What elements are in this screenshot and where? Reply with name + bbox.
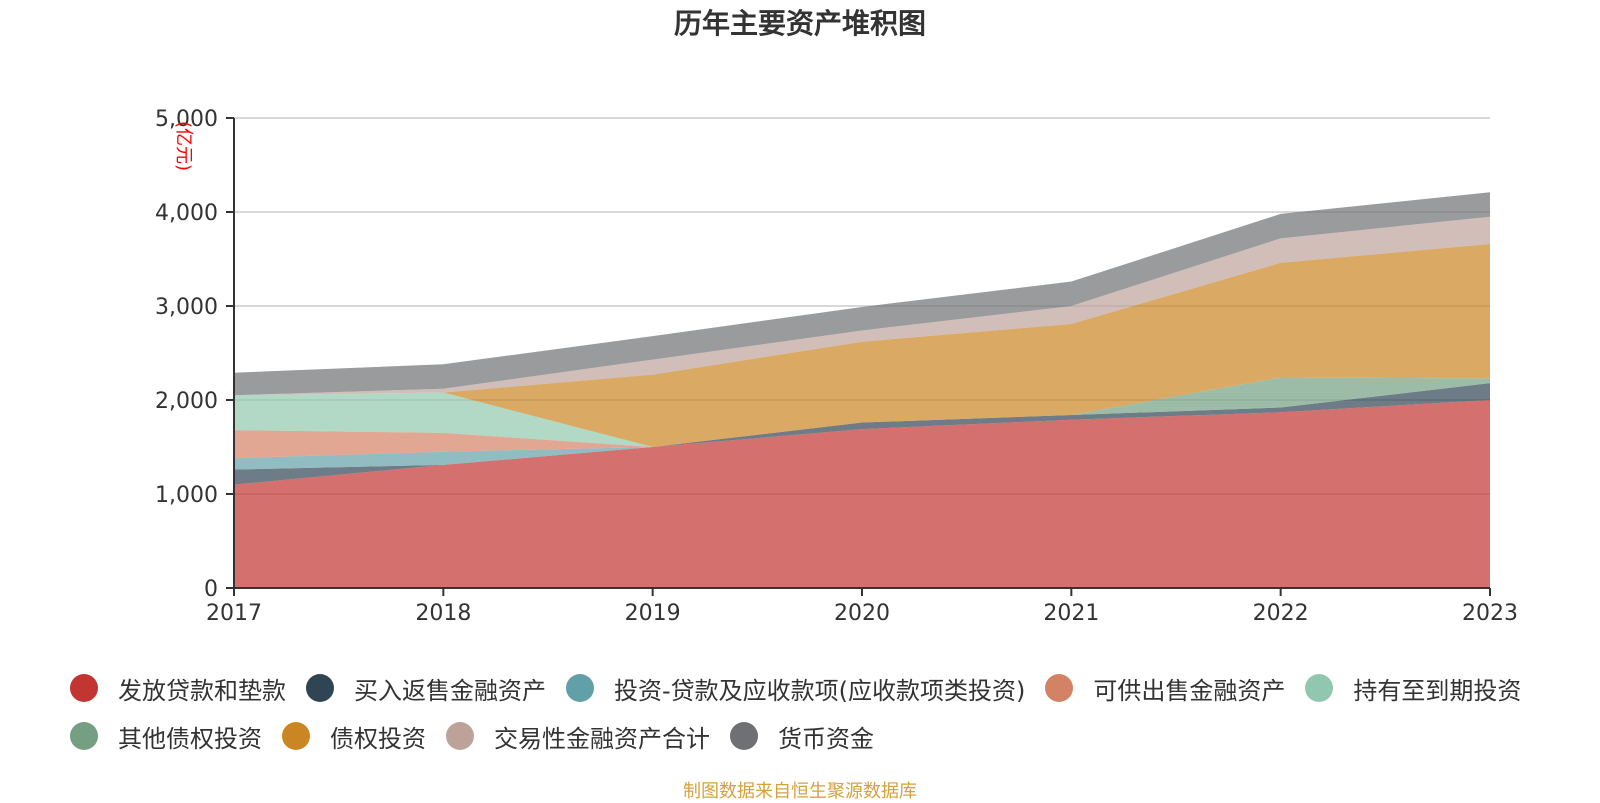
area-series-layer bbox=[234, 192, 1490, 588]
x-tick-label: 2018 bbox=[415, 601, 471, 626]
y-axis-unit-label: (亿元) bbox=[173, 121, 194, 171]
x-tick-label: 2020 bbox=[834, 601, 890, 626]
legend-swatch bbox=[446, 722, 474, 750]
legend-label: 可供出售金融资产 bbox=[1093, 676, 1286, 705]
x-tick-label: 2021 bbox=[1043, 601, 1099, 626]
area-series-8 bbox=[234, 216, 1490, 396]
legend-swatch bbox=[566, 674, 594, 702]
legend-swatch bbox=[730, 722, 758, 750]
legend-label: 发放贷款和垫款 bbox=[118, 676, 286, 705]
legend-label: 买入返售金融资产 bbox=[354, 676, 546, 705]
legend: 发放贷款和垫款 买入返售金融资产 投资-贷款及应收款项(应收款项类投资) 可供出售金融… bbox=[70, 664, 1570, 760]
y-tick-label: 3,000 bbox=[155, 295, 218, 320]
x-tick-label: 2023 bbox=[1462, 601, 1518, 626]
axes: 0 1,000 2,000 3,000 4,000 5,000 2017 2018 2019 20… bbox=[155, 107, 1518, 626]
area-series-7 bbox=[234, 243, 1490, 447]
legend-item[interactable]: 债权投资 bbox=[282, 719, 426, 754]
legend-swatch bbox=[1045, 674, 1074, 702]
legend-row: 其他债权投资 债权投资 交易性金融资产合计 货币资金 bbox=[70, 712, 1570, 760]
x-tick-label: 2019 bbox=[625, 601, 681, 626]
chart-title: 历年主要资产堆积图 bbox=[673, 7, 926, 40]
legend-label: 投资-贷款及应收款项(应收款项类投资) bbox=[614, 676, 1026, 705]
x-tick-label: 2017 bbox=[206, 601, 262, 626]
area-series-6 bbox=[234, 377, 1490, 447]
legend-label: 债权投资 bbox=[330, 724, 426, 753]
y-tick-label: 2,000 bbox=[155, 389, 218, 414]
legend-label: 持有至到期投资 bbox=[1353, 676, 1522, 705]
y-tick-label: 0 bbox=[204, 577, 218, 602]
source-note: 制图数据来自恒生聚源数据库 bbox=[683, 781, 917, 802]
y-tick-label: 5,000 bbox=[155, 107, 218, 132]
legend-item[interactable]: 持有至到期投资 bbox=[1305, 671, 1521, 706]
legend-row: 发放贷款和垫款 买入返售金融资产 投资-贷款及应收款项(应收款项类投资) 可供出售金融… bbox=[70, 664, 1570, 712]
legend-item[interactable]: 交易性金融资产合计 bbox=[446, 719, 710, 754]
legend-item[interactable]: 货币资金 bbox=[730, 719, 874, 754]
area-series-1 bbox=[234, 400, 1490, 588]
y-tick-label: 1,000 bbox=[155, 483, 218, 508]
y-tick-label: 4,000 bbox=[155, 201, 218, 226]
x-tick-label: 2022 bbox=[1253, 601, 1309, 626]
legend-swatch bbox=[1305, 674, 1334, 702]
legend-item[interactable]: 买入返售金融资产 bbox=[306, 671, 546, 706]
legend-item[interactable]: 发放贷款和垫款 bbox=[70, 671, 286, 706]
legend-item[interactable]: 可供出售金融资产 bbox=[1045, 671, 1285, 706]
legend-swatch bbox=[306, 674, 334, 702]
legend-swatch bbox=[70, 674, 98, 702]
legend-label: 其他债权投资 bbox=[118, 724, 262, 753]
legend-label: 交易性金融资产合计 bbox=[494, 724, 710, 753]
legend-label: 货币资金 bbox=[778, 724, 874, 753]
legend-item[interactable]: 其他债权投资 bbox=[70, 719, 262, 754]
area-series-9 bbox=[234, 192, 1490, 396]
area-series-5 bbox=[234, 383, 1490, 447]
legend-swatch bbox=[282, 722, 310, 750]
legend-item[interactable]: 投资-贷款及应收款项(应收款项类投资) bbox=[566, 671, 1025, 706]
area-series-3 bbox=[234, 383, 1490, 470]
area-series-4 bbox=[234, 383, 1490, 459]
legend-swatch bbox=[70, 722, 98, 750]
